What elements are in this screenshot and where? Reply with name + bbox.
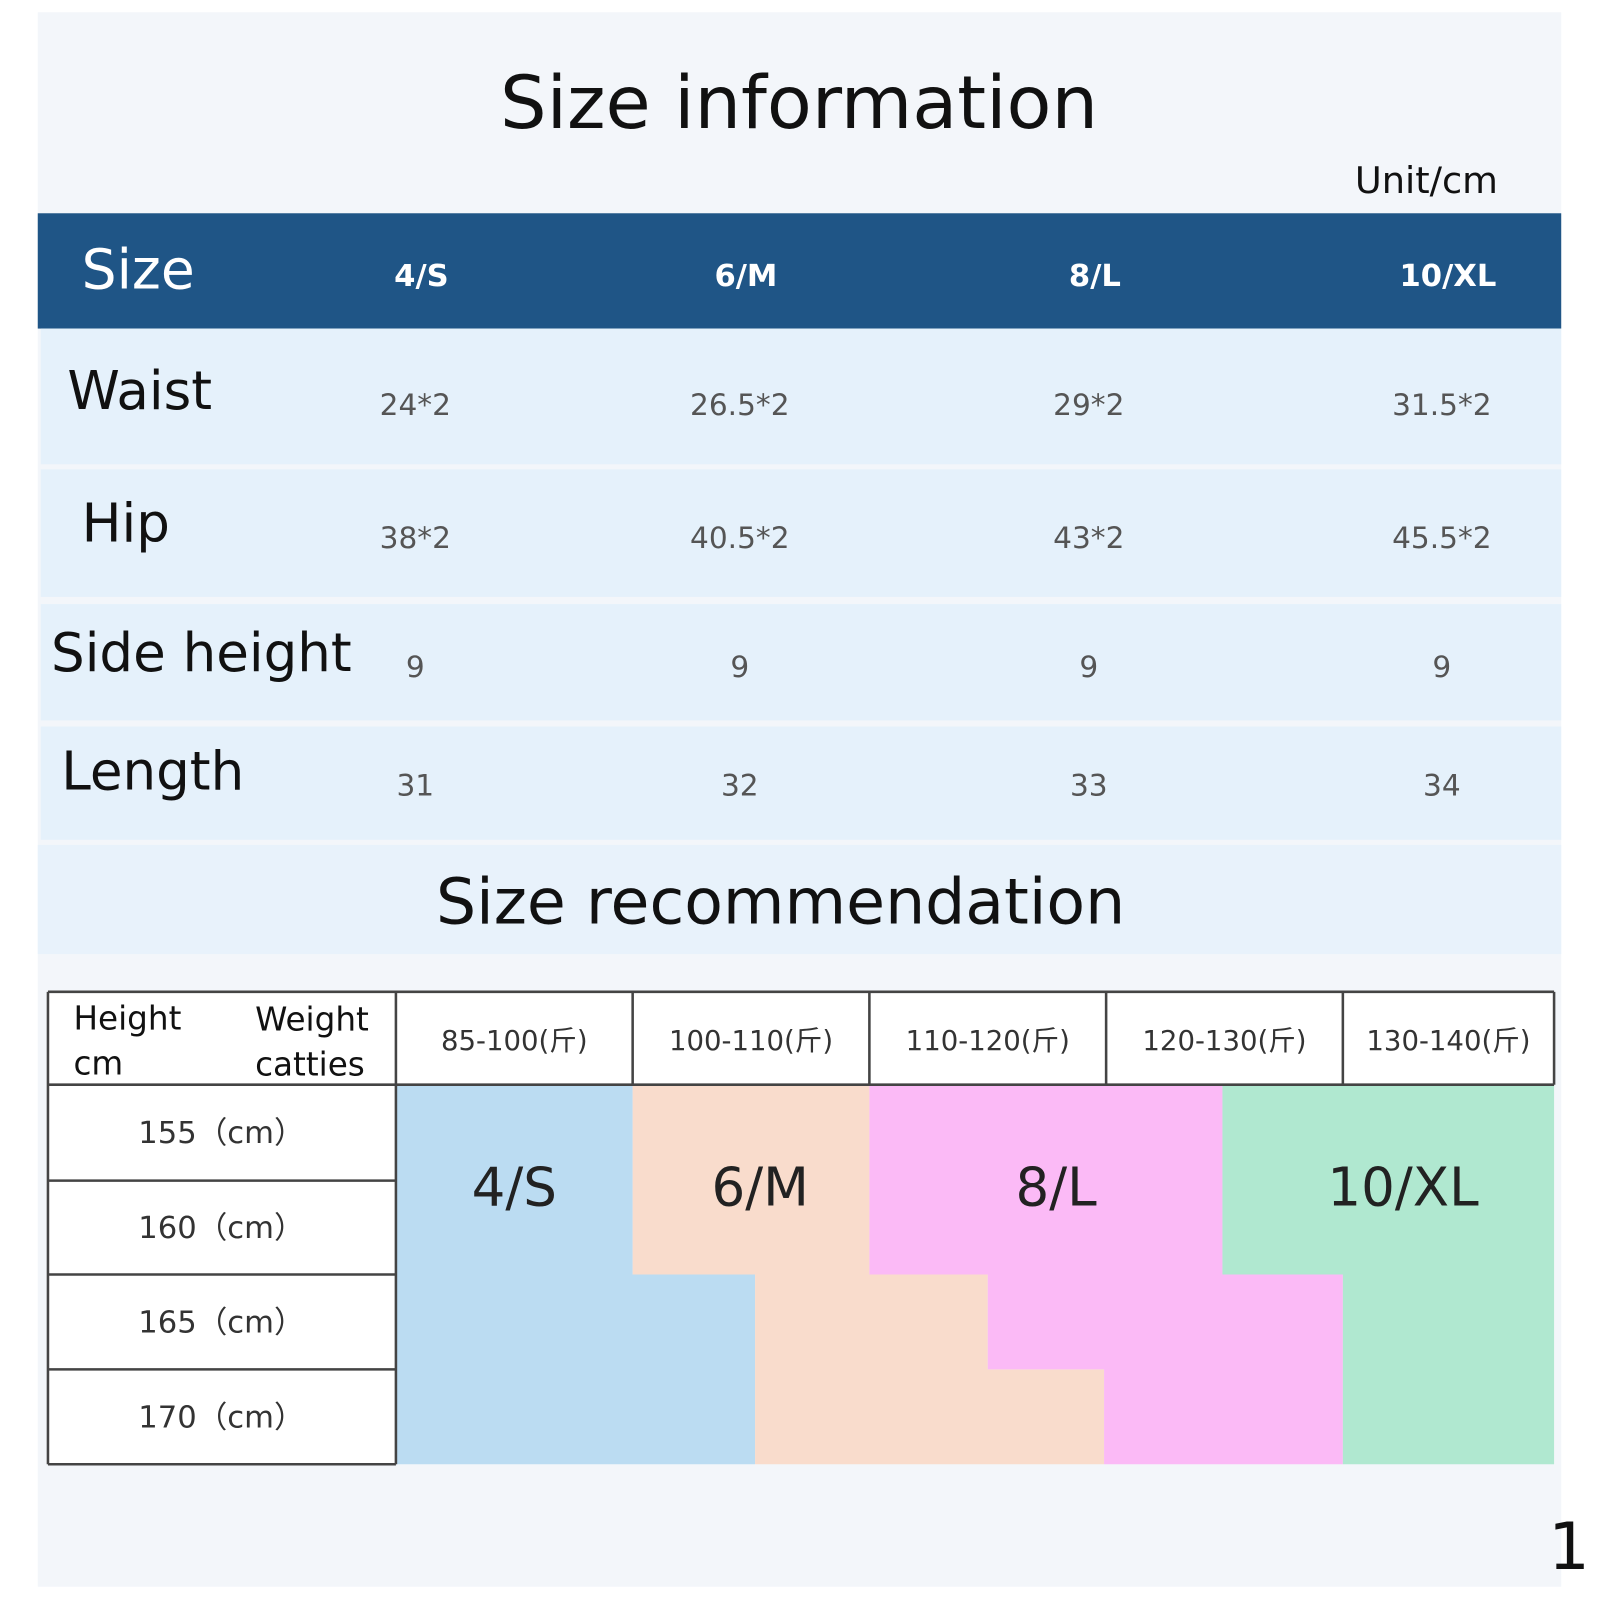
row-label: Waist xyxy=(67,360,212,422)
page-number: 1 xyxy=(1548,1509,1590,1585)
row-band xyxy=(40,726,1562,840)
region-4s xyxy=(395,1084,756,1465)
region-6m xyxy=(632,1084,1105,1465)
cell-value: 9 xyxy=(730,650,749,684)
row-label: Length xyxy=(61,741,244,803)
row-label: Hip xyxy=(82,493,170,555)
size-region-label: 4/S xyxy=(472,1156,557,1218)
row-band xyxy=(40,469,1562,597)
region-10xl xyxy=(1222,1084,1555,1465)
cell-value: 32 xyxy=(721,769,759,803)
cell-value: 9 xyxy=(1432,650,1451,684)
region-8l xyxy=(869,1084,1343,1465)
cell-value: 34 xyxy=(1423,769,1461,803)
size-region-label: 10/XL xyxy=(1327,1156,1479,1218)
cell-value: 31 xyxy=(396,769,434,803)
corner-label: Height xyxy=(73,999,181,1037)
corner-label: Weight xyxy=(255,1000,369,1038)
corner-label: catties xyxy=(255,1045,365,1083)
height-label: 165（cm） xyxy=(138,1305,304,1340)
weight-header: 110-120(斤) xyxy=(906,1025,1070,1057)
cell-value: 40.5*2 xyxy=(690,521,789,555)
header-cell: 8/L xyxy=(1069,259,1121,294)
corner-label: cm xyxy=(73,1044,123,1082)
size-region-label: 6/M xyxy=(712,1156,809,1218)
cell-value: 9 xyxy=(1079,650,1098,684)
weight-header: 120-130(斤) xyxy=(1142,1025,1306,1057)
height-label: 160（cm） xyxy=(138,1211,304,1246)
cell-value: 29*2 xyxy=(1053,388,1124,422)
recommendation-band xyxy=(37,844,1562,955)
recommendation-regions xyxy=(395,1084,1555,1465)
size-region-label: 8/L xyxy=(1016,1156,1098,1218)
weight-header: 85-100(斤) xyxy=(441,1025,588,1057)
header-cell: 4/S xyxy=(394,259,449,294)
cell-value: 24*2 xyxy=(380,388,451,422)
height-label: 170（cm） xyxy=(138,1400,304,1435)
unit: Unit/cm xyxy=(1355,159,1498,202)
cell-value: 45.5*2 xyxy=(1392,521,1491,555)
cell-value: 38*2 xyxy=(380,521,451,555)
rec-header-bg xyxy=(47,991,1555,1085)
row-label: Side height xyxy=(51,622,352,684)
weight-header: 100-110(斤) xyxy=(669,1025,833,1057)
cell-value: 31.5*2 xyxy=(1392,388,1491,422)
cell-value: 9 xyxy=(406,650,425,684)
recommendation-title: Size recommendation xyxy=(436,865,1125,939)
title: Size information xyxy=(500,61,1098,146)
height-label: 155（cm） xyxy=(138,1116,304,1151)
weight-header: 130-140(斤) xyxy=(1366,1025,1530,1057)
header-cell: 10/XL xyxy=(1400,259,1497,294)
cell-value: 33 xyxy=(1070,769,1108,803)
cell-value: 43*2 xyxy=(1053,521,1124,555)
header-cell: 6/M xyxy=(714,259,777,294)
cell-value: 26.5*2 xyxy=(690,388,789,422)
header-band xyxy=(37,213,1562,329)
row-band xyxy=(40,328,1562,465)
header-cell: Size xyxy=(82,238,195,302)
row-band xyxy=(40,604,1562,721)
